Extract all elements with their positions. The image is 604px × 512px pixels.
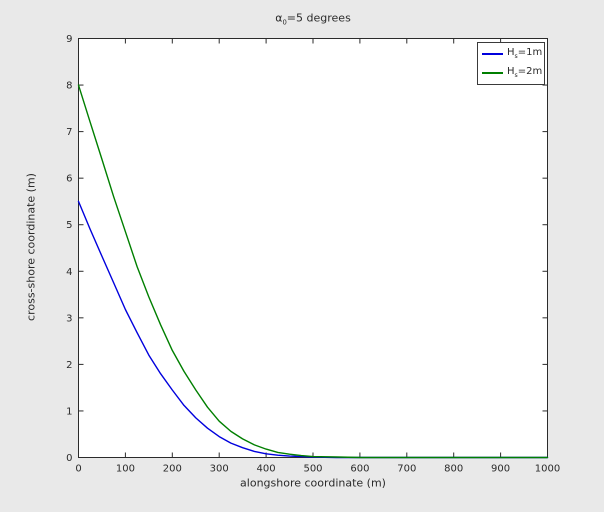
axes-box: [78, 38, 548, 458]
legend-label-main: H: [507, 47, 515, 59]
legend-label-sub: s: [514, 71, 518, 79]
legend-label-sub: s: [514, 53, 518, 61]
y-tick-label: 4: [66, 267, 72, 278]
y-tick-label: 7: [66, 127, 72, 138]
y-axis-label: cross-shore coordinate (m): [24, 173, 38, 321]
y-tick-label: 8: [66, 81, 72, 92]
legend-label: Hs=1m: [507, 48, 542, 60]
y-tick-label: 9: [66, 34, 72, 45]
legend-label-main: H: [507, 65, 515, 77]
x-tick-label: 400: [257, 464, 276, 475]
legend-line-sample: [482, 53, 503, 56]
title-rest: =5 degrees: [286, 11, 351, 25]
x-tick-label: 500: [303, 464, 322, 475]
legend: Hs=1m Hs=2m: [477, 42, 545, 85]
y-tick-label: 1: [66, 406, 72, 417]
legend-label-rest: =2m: [517, 65, 543, 77]
legend-entry-hs2m: Hs=2m: [482, 65, 543, 79]
legend-label: Hs=2m: [507, 65, 543, 79]
legend-label-rest: =1m: [517, 47, 543, 59]
x-tick-label: 700: [397, 464, 416, 475]
figure-title: α0=5 degrees: [275, 11, 351, 26]
y-tick-label: 0: [66, 453, 72, 464]
x-tick-label: 200: [163, 464, 182, 475]
x-tick-label: 600: [350, 464, 369, 475]
title-subscript: 0: [282, 18, 287, 27]
x-tick-label: 800: [444, 464, 463, 475]
y-tick-label: 3: [66, 313, 72, 324]
legend-line-sample: [482, 71, 503, 74]
x-tick-label: 300: [210, 464, 229, 475]
y-tick-label: 5: [66, 220, 72, 231]
x-axis-label: alongshore coordinate (m): [240, 476, 386, 490]
y-tick-label: 2: [66, 360, 72, 371]
x-tick-label: 0: [75, 464, 81, 475]
x-tick-label: 1000: [535, 464, 560, 475]
x-tick-label: 100: [116, 464, 135, 475]
series-line-hs-2m: [77, 84, 549, 459]
x-tick-label: 900: [491, 464, 510, 475]
title-alpha: α: [275, 11, 283, 25]
y-tick-label: 6: [66, 174, 72, 185]
legend-entry-hs1m: Hs=1m: [482, 48, 542, 60]
